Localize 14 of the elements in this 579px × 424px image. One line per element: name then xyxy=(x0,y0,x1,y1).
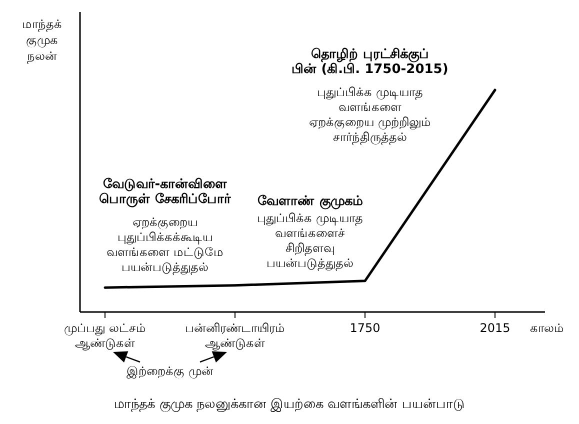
annotation: வேடுவர்-கான்விளை பொருள் சேகரிப்போர் xyxy=(99,177,231,207)
annotation: இற்றைக்கு முன் xyxy=(126,364,214,378)
xlabel: காலம் xyxy=(530,321,564,335)
x-tick: பன்னிரண்டாயிரம் ஆண்டுகள் xyxy=(185,321,285,350)
x-tick: முப்பது லட்சம் ஆண்டுகள் xyxy=(64,321,146,350)
title: மாந்தக் குமுக நலனுக்கான இயற்கை வளங்களின் பயன்பாடு xyxy=(114,397,465,412)
ylabel: மாந்தக் குமுக நலன் xyxy=(22,17,62,63)
annotation: ஏறக்குறைய புதுப்பிக்கக்கூடிய வளங்களை மட்டுமே பயன்படுத்துதல் xyxy=(106,215,224,274)
annotation: தொழிற் புரட்சிக்குப் பின் (கி.பி. 1750-2015) xyxy=(292,47,448,77)
annotation: வேளாண் குமுகம் xyxy=(258,194,362,209)
x-tick: 2015 xyxy=(480,321,510,335)
x-tick: 1750 xyxy=(350,321,380,335)
annotation: புதுப்பிக்க முடியாத வளங்களைச் சிறிதளவு பயன்படுத்துதல் xyxy=(257,211,363,270)
annotation: புதுப்பிக்க முடியாத வளங்களை ஏறக்குறைய முற்றிலும் சார்ந்திருத்தல் xyxy=(309,85,431,144)
